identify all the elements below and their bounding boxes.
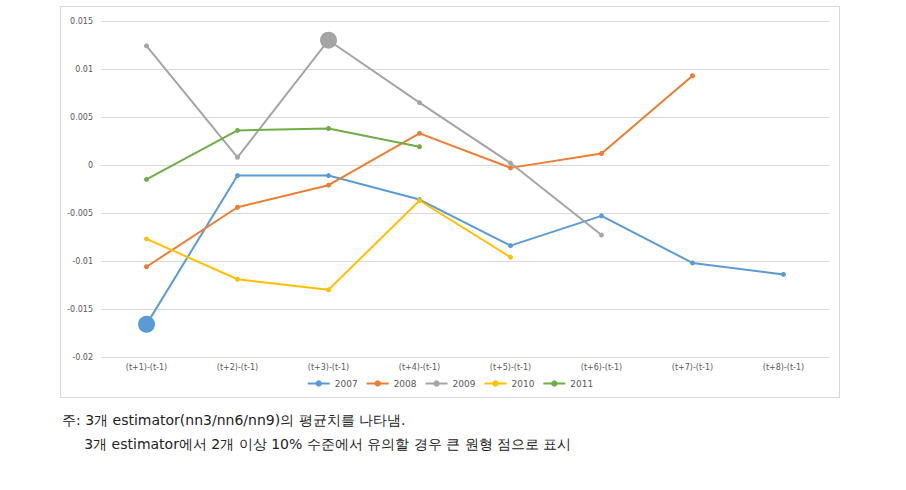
svg-text:0.01: 0.01 <box>75 65 93 74</box>
svg-text:-0.005: -0.005 <box>67 209 93 218</box>
html-text:3개 estimator에서 2개 이상 10% 수준에서: 3개 estimator에서 2개 이상 10% 수준에서 유의할 경우 큰 원… <box>62 436 572 452</box>
svg-text:2011: 2011 <box>570 379 593 389</box>
svg-text:0: 0 <box>88 161 93 170</box>
svg-text:(t+1)-(t-1): (t+1)-(t-1) <box>126 363 167 372</box>
svg-text:(t+3)-(t-1): (t+3)-(t-1) <box>308 363 349 372</box>
svg-text:(t+5)-(t-1): (t+5)-(t-1) <box>490 363 531 372</box>
svg-text:2007: 2007 <box>335 379 358 389</box>
svg-text:(t+7)-(t-1): (t+7)-(t-1) <box>672 363 713 372</box>
svg-text:(t+8)-(t-1): (t+8)-(t-1) <box>763 363 804 372</box>
svg-text:0.005: 0.005 <box>70 113 93 122</box>
svg-text:(t+6)-(t-1): (t+6)-(t-1) <box>581 363 622 372</box>
svg-text:-0.01: -0.01 <box>72 257 93 266</box>
svg-text:-0.015: -0.015 <box>67 305 93 314</box>
svg-text:(t+4)-(t-1): (t+4)-(t-1) <box>399 363 440 372</box>
svg-text:(t+2)-(t-1): (t+2)-(t-1) <box>217 363 258 372</box>
html-text:주: 3개 estimator(nn3/nn6/nn9)의: 주: 3개 estimator(nn3/nn6/nn9)의 평균치를 나타냄. <box>62 412 406 428</box>
svg-text:2008: 2008 <box>394 379 417 389</box>
svg-text:2010: 2010 <box>511 379 534 389</box>
svg-text:0.015: 0.015 <box>70 17 93 26</box>
svg-text:-0.02: -0.02 <box>72 353 93 362</box>
svg-text:2009: 2009 <box>453 379 476 389</box>
